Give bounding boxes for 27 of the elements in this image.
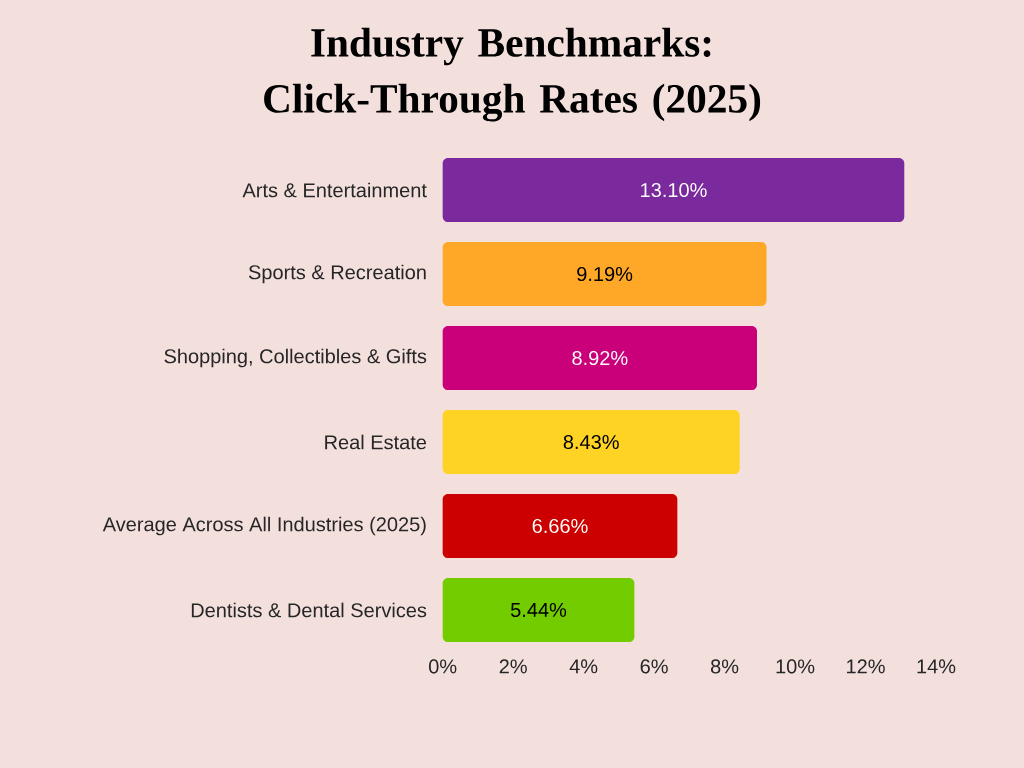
y-tick-label: Average Across All Industries (2025) [102,516,426,536]
data-label: 8.92% [572,350,628,366]
data-label: 9.19% [577,266,633,282]
x-tick-label: 10% [776,659,815,674]
data-label: 13.10% [641,182,707,198]
x-tick-label: 4% [569,659,598,674]
x-tick-label: 2% [499,659,527,674]
data-label: 8.43% [563,434,619,450]
x-tick-label: 14% [917,659,956,674]
bar [442,410,740,475]
y-tick-label: Dentists & Dental Services [191,602,427,618]
data-label: 5.44% [510,602,567,618]
bar [442,242,767,307]
data-label: 6.66% [532,518,588,534]
y-tick-label: Real Estate [325,434,427,450]
x-tick-label: 8% [711,659,739,674]
y-tick-label: Arts & Entertainment [242,182,427,198]
bar [442,158,905,223]
bar [442,494,678,559]
bar [442,326,757,391]
x-tick-label: 12% [847,659,885,674]
x-tick-label: 0% [429,659,457,674]
chart-title: Industry Benchmarks: Click-Through Rates (2025) [264,27,761,122]
y-tick-label: Shopping, Collectibles & Gifts [164,348,427,368]
y-tick-label: Sports & Recreation [248,264,426,284]
x-tick-label: 6% [640,659,668,674]
bar [442,578,635,643]
